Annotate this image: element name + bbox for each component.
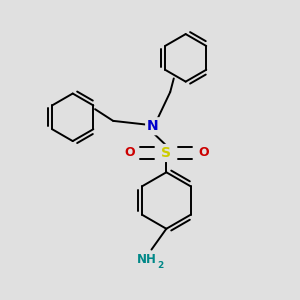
Text: N: N (147, 119, 159, 133)
Text: NH: NH (137, 254, 157, 266)
Text: S: S (161, 146, 171, 160)
Text: 2: 2 (157, 261, 164, 270)
Text: O: O (124, 146, 134, 160)
Text: O: O (198, 146, 209, 160)
